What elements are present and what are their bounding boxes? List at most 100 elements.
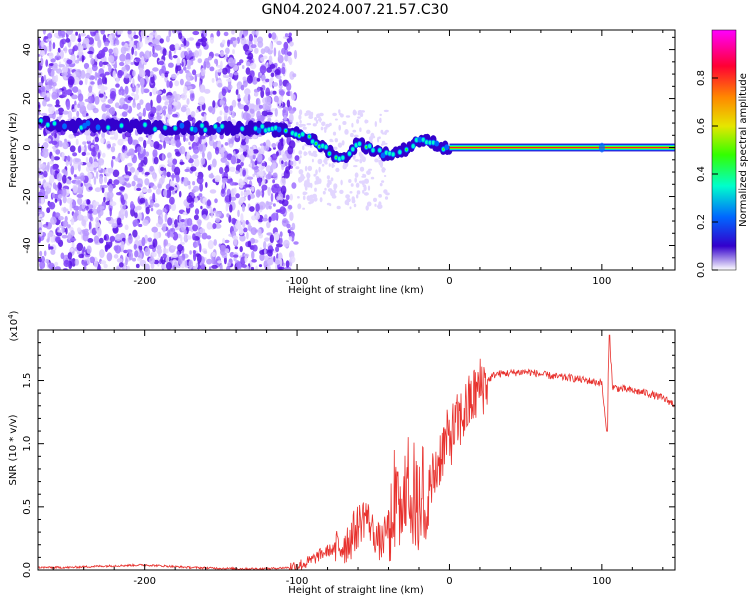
spectrogram-noise-blob xyxy=(79,57,82,62)
spectrogram-noise-blob xyxy=(194,134,199,143)
spectrogram-noise-blob xyxy=(242,151,248,156)
spectrogram-noise-blob xyxy=(61,226,65,234)
spectrogram-noise-blob xyxy=(350,183,354,187)
spectrogram-noise-blob xyxy=(221,188,225,194)
spectrogram-noise-blob xyxy=(87,238,94,243)
spectrogram-noise-blob xyxy=(118,186,126,191)
spectrogram-noise-blob xyxy=(280,185,287,195)
spectrogram-noise-blob xyxy=(93,176,97,185)
spectrogram-noise-blob xyxy=(150,43,157,48)
spectrogram-noise-blob xyxy=(259,253,265,262)
spectrogram-noise-blob xyxy=(112,70,117,79)
spectrogram-noise-blob xyxy=(132,257,136,262)
spectrogram-noise-blob xyxy=(77,251,81,255)
spectrogram-noise-blob xyxy=(172,101,179,106)
spectrogram-noise-blob xyxy=(77,161,84,166)
spectrogram-noise-blob xyxy=(263,249,267,255)
spectrogram-noise-blob xyxy=(161,73,165,78)
spectrogram-noise-blob xyxy=(145,206,150,215)
spectrogram-noise-blob xyxy=(122,205,126,210)
spectrogram-noise-blob xyxy=(102,86,108,91)
spectrogram-noise-blob xyxy=(344,200,349,205)
spectrogram-noise-blob xyxy=(188,60,192,67)
spectrogram-noise-blob xyxy=(271,32,277,40)
spectrogram-noise-blob xyxy=(130,62,134,65)
spectrogram-noise-blob xyxy=(207,56,213,61)
spectrogram-noise-blob xyxy=(229,193,232,203)
spectrogram-noise-blob xyxy=(108,184,114,193)
spectrogram-noise-blob xyxy=(276,196,282,201)
spectrogram-noise-blob xyxy=(136,105,142,110)
spectrogram-noise-blob xyxy=(135,263,140,269)
spectrogram-noise-blob xyxy=(54,212,61,218)
spectrogram-noise-blob xyxy=(97,263,101,270)
spectrogram-noise-blob xyxy=(280,67,286,75)
spectrogram-noise-blob xyxy=(121,41,125,46)
spectrogram-noise-blob xyxy=(254,229,259,233)
snr-series-line xyxy=(38,334,675,570)
spectrogram-noise-blob xyxy=(157,217,164,225)
x-tick-label: 0 xyxy=(446,576,452,587)
spectrogram-noise-blob xyxy=(169,196,175,205)
spectrogram-noise-blob xyxy=(206,199,211,207)
spectrogram-noise-blob xyxy=(336,205,341,210)
spectrogram-noise-blob xyxy=(103,234,107,241)
spectrogram-noise-blob xyxy=(273,47,277,57)
spectrogram-noise-blob xyxy=(154,44,162,51)
spectrogram-noise-blob xyxy=(242,169,246,177)
spectrogram-noise-blob xyxy=(265,165,272,173)
spectrogram-noise-blob xyxy=(64,215,68,222)
spectrogram-noise-blob xyxy=(187,76,191,83)
spectrogram-noise-blob xyxy=(89,30,96,33)
spectrogram-noise-blob xyxy=(123,76,130,85)
spectrogram-noise-blob xyxy=(194,50,199,58)
spectrogram-noise-blob xyxy=(189,90,194,94)
spectrogram-noise-blob xyxy=(152,185,157,190)
spectrogram-noise-blob xyxy=(185,54,191,60)
spectrogram-noise-blob xyxy=(275,75,282,80)
spectrogram-noise-blob xyxy=(231,135,235,144)
spectrogram-noise-blob xyxy=(68,134,75,139)
spectrogram-noise-blob xyxy=(72,152,78,157)
spectrogram-noise-blob xyxy=(186,98,190,105)
spectrogram-noise-blob xyxy=(93,260,99,268)
ridge-blob xyxy=(240,126,244,131)
spectrogram-noise-blob xyxy=(91,150,97,157)
spectrogram-noise-blob xyxy=(261,110,268,117)
spectrogram-noise-blob xyxy=(248,33,253,43)
spectrogram-noise-blob xyxy=(250,44,257,49)
spectrogram-noise-blob xyxy=(199,243,202,253)
spectrogram-noise-blob xyxy=(353,203,357,208)
spectrogram-noise-blob xyxy=(201,263,205,269)
spectrogram-noise-blob xyxy=(239,167,243,177)
spectrogram-noise-blob xyxy=(43,170,48,178)
spectrogram-noise-blob xyxy=(45,258,50,264)
spectrogram-noise-blob xyxy=(127,30,132,35)
ridge-blob xyxy=(405,148,408,151)
spectrogram-noise-blob xyxy=(287,204,293,210)
spectrogram-noise-blob xyxy=(108,48,114,54)
spectrogram-noise-blob xyxy=(247,240,252,248)
spectrogram-noise-blob xyxy=(131,180,136,187)
spectrogram-noise-blob xyxy=(148,257,155,265)
spectrogram-noise-blob xyxy=(120,241,125,249)
spectrogram-noise-blob xyxy=(186,195,193,203)
spectrogram-noise-blob xyxy=(198,143,203,152)
ridge-blob xyxy=(190,126,194,131)
spectrogram-noise-blob xyxy=(299,155,302,159)
spectrogram-noise-blob xyxy=(100,30,105,35)
spectrogram-noise-blob xyxy=(251,76,258,85)
spectrogram-noise-blob xyxy=(125,183,132,188)
spectrogram-noise-blob xyxy=(47,161,50,171)
spectrogram-noise-blob xyxy=(130,37,134,41)
spectrogram-noise-blob xyxy=(318,166,321,173)
spectrogram-noise-blob xyxy=(195,109,199,113)
spectrogram-noise-blob xyxy=(274,108,278,117)
spectrogram-noise-blob xyxy=(147,135,152,144)
spectrogram-noise-blob xyxy=(288,109,295,114)
spectrogram-noise-blob xyxy=(287,51,292,56)
spectrogram-noise-blob xyxy=(362,189,365,194)
spectrogram-noise-blob xyxy=(179,241,185,245)
spectrogram-noise-blob xyxy=(243,43,250,52)
spectrogram-noise-blob xyxy=(374,158,379,163)
